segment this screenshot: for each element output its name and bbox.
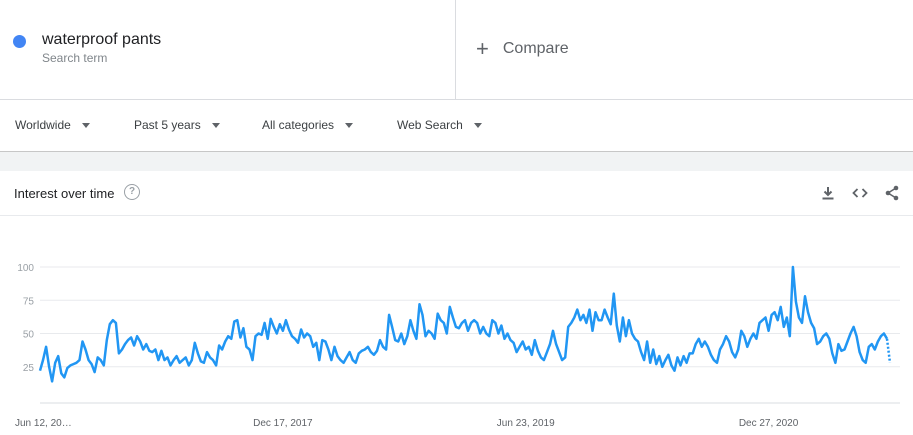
series-partial-segment <box>885 338 892 363</box>
embed-button[interactable] <box>850 183 870 203</box>
chevron-down-icon <box>345 122 354 128</box>
chevron-down-icon <box>473 122 482 128</box>
header-divider <box>0 99 913 100</box>
share-icon <box>885 185 899 201</box>
card-divider <box>0 215 913 216</box>
y-tick-label: 25 <box>23 363 35 374</box>
search-type-filter-dropdown[interactable]: Web Search <box>397 118 482 132</box>
compare-button[interactable]: + Compare <box>476 38 569 60</box>
search-term-card[interactable]: waterproof pants Search term <box>0 0 456 100</box>
category-filter-dropdown[interactable]: All categories <box>262 118 354 132</box>
help-icon[interactable]: ? <box>124 184 140 200</box>
y-tick-label: 100 <box>17 263 34 274</box>
search-term-name[interactable]: waterproof pants <box>42 31 162 48</box>
x-tick-label: Dec 27, 2020 <box>739 418 799 429</box>
interest-over-time-card: Interest over time ? <box>0 171 913 435</box>
x-tick-label: Dec 17, 2017 <box>253 418 313 429</box>
category-filter-label: All categories <box>262 118 335 132</box>
card-title: Interest over time <box>14 186 115 201</box>
y-tick-label: 50 <box>23 330 35 341</box>
location-filter-label: Worldwide <box>15 118 71 132</box>
x-tick-label: Jun 23, 2019 <box>497 418 555 429</box>
search-type-filter-label: Web Search <box>397 118 463 132</box>
filter-bar: Worldwide Past 5 years All categories We… <box>0 100 913 151</box>
time-range-filter-label: Past 5 years <box>134 118 201 132</box>
series-color-dot <box>13 35 26 48</box>
time-range-filter-dropdown[interactable]: Past 5 years <box>134 118 220 132</box>
embed-icon <box>852 188 868 198</box>
compare-label: Compare <box>502 40 569 57</box>
y-tick-label: 75 <box>23 296 35 307</box>
chevron-down-icon <box>81 122 90 128</box>
download-icon <box>822 187 834 200</box>
share-button[interactable] <box>882 183 902 203</box>
x-tick-label: Jun 12, 20… <box>15 418 72 429</box>
section-separator <box>0 151 913 171</box>
series-line[interactable] <box>38 265 889 383</box>
search-term-subtitle: Search term <box>42 51 108 65</box>
chevron-down-icon <box>211 122 220 128</box>
plus-icon: + <box>476 36 489 61</box>
location-filter-dropdown[interactable]: Worldwide <box>15 118 90 132</box>
download-button[interactable] <box>818 183 838 203</box>
